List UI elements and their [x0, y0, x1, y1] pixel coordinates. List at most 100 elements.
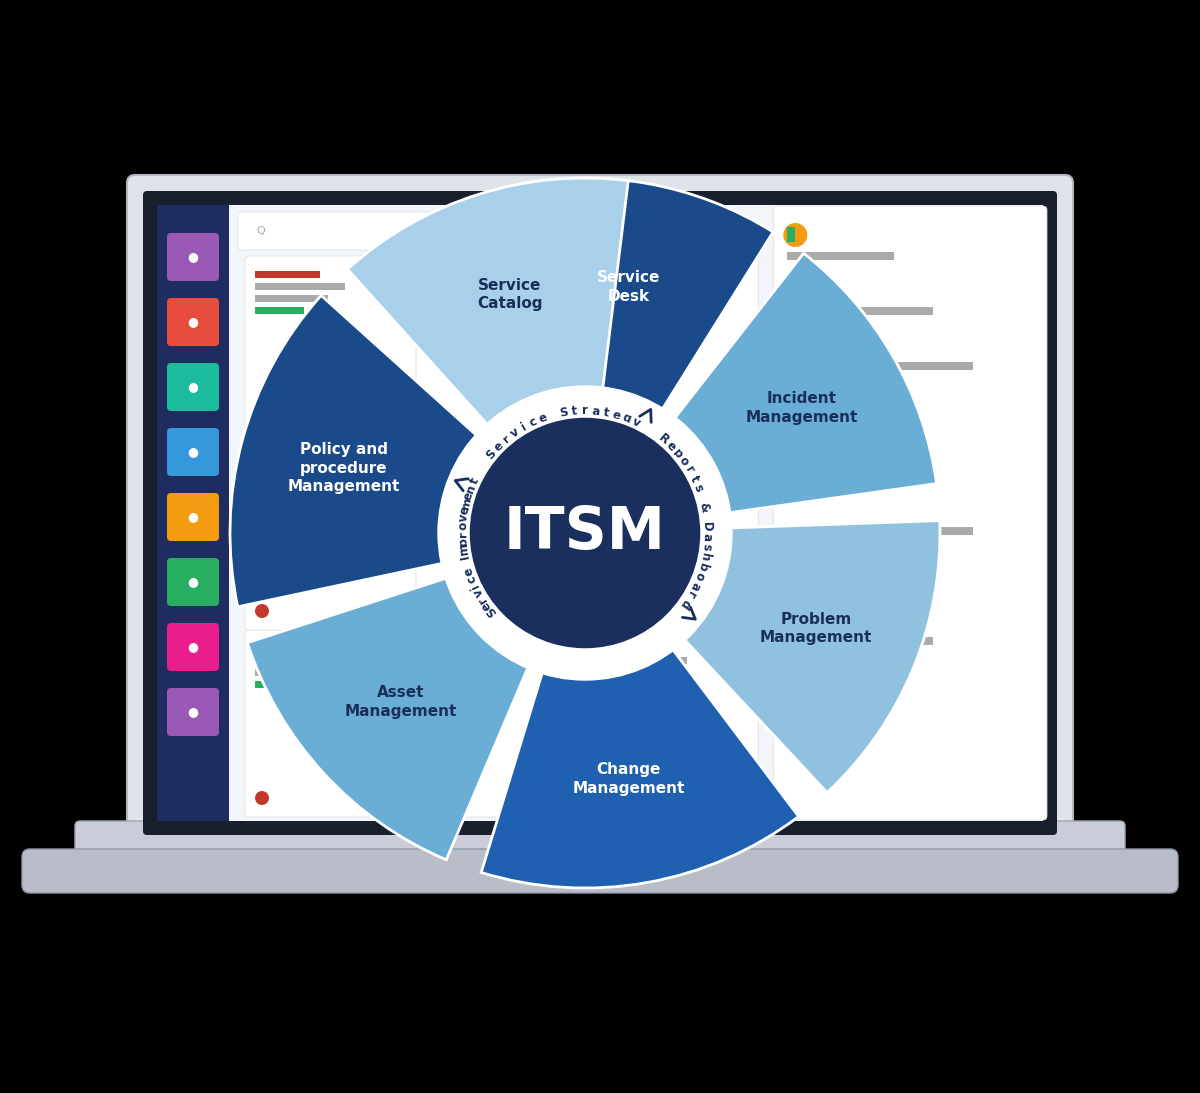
FancyBboxPatch shape: [127, 175, 1073, 851]
FancyBboxPatch shape: [238, 212, 605, 250]
Bar: [256, 458, 320, 465]
FancyBboxPatch shape: [416, 256, 587, 443]
Text: i: i: [520, 421, 529, 434]
FancyBboxPatch shape: [167, 428, 220, 475]
Text: i: i: [468, 581, 481, 590]
Text: ●: ●: [187, 640, 198, 654]
Text: ●: ●: [187, 510, 198, 524]
Text: r: r: [683, 589, 697, 600]
Bar: [598, 657, 686, 665]
Text: ITSM: ITSM: [504, 505, 666, 562]
Bar: [157, 205, 229, 821]
Text: o: o: [691, 571, 707, 583]
Text: t: t: [688, 473, 701, 484]
Bar: [157, 205, 1043, 821]
Bar: [787, 227, 796, 242]
Bar: [426, 657, 516, 665]
Text: I: I: [458, 553, 472, 560]
Circle shape: [598, 418, 611, 431]
Text: ●: ●: [187, 316, 198, 329]
Bar: [787, 418, 894, 425]
Bar: [256, 470, 344, 477]
Circle shape: [598, 604, 611, 618]
Bar: [256, 283, 344, 290]
FancyBboxPatch shape: [167, 363, 220, 411]
Text: r: r: [456, 530, 469, 537]
Wedge shape: [684, 520, 940, 792]
Text: m: m: [458, 495, 474, 510]
FancyBboxPatch shape: [143, 191, 1057, 835]
Bar: [787, 307, 934, 315]
Bar: [256, 657, 344, 665]
Bar: [787, 527, 973, 534]
Bar: [598, 645, 662, 653]
Bar: [426, 283, 516, 290]
Text: b: b: [695, 561, 709, 573]
Text: e: e: [611, 408, 622, 423]
Text: t: t: [467, 477, 481, 486]
Text: r: r: [582, 404, 588, 418]
Bar: [426, 645, 491, 653]
Bar: [426, 494, 475, 501]
FancyBboxPatch shape: [416, 630, 587, 816]
Circle shape: [468, 416, 702, 650]
FancyBboxPatch shape: [245, 630, 416, 816]
Bar: [426, 458, 491, 465]
Text: p: p: [670, 446, 685, 461]
Bar: [426, 470, 516, 477]
FancyBboxPatch shape: [587, 630, 758, 816]
Circle shape: [256, 791, 269, 806]
FancyBboxPatch shape: [74, 821, 1126, 863]
Bar: [598, 283, 686, 290]
FancyBboxPatch shape: [167, 233, 220, 281]
Wedge shape: [481, 649, 799, 888]
Text: v: v: [508, 425, 522, 440]
Text: m: m: [457, 542, 472, 555]
Text: S: S: [484, 604, 499, 619]
Text: Problem
Management: Problem Management: [760, 612, 872, 646]
Text: ●: ●: [187, 250, 198, 263]
Text: D: D: [700, 521, 714, 532]
Text: t: t: [602, 406, 610, 420]
FancyBboxPatch shape: [587, 256, 758, 443]
Circle shape: [426, 791, 440, 806]
Wedge shape: [674, 254, 936, 513]
Circle shape: [426, 604, 440, 618]
Text: ●: ●: [187, 705, 198, 718]
Text: e: e: [491, 439, 506, 455]
Text: o: o: [456, 521, 470, 530]
Text: s: s: [691, 482, 706, 494]
Text: e: e: [538, 411, 550, 426]
Bar: [598, 271, 662, 278]
FancyBboxPatch shape: [416, 443, 587, 630]
Text: a: a: [688, 579, 703, 592]
Bar: [256, 307, 304, 314]
Text: v: v: [470, 586, 486, 599]
Text: c: c: [528, 415, 539, 430]
Text: S: S: [484, 447, 499, 462]
Bar: [598, 307, 646, 314]
Text: e: e: [458, 506, 472, 516]
Bar: [256, 494, 304, 501]
Bar: [787, 362, 973, 371]
Text: t: t: [571, 404, 577, 419]
FancyBboxPatch shape: [167, 687, 220, 736]
Text: d: d: [677, 596, 692, 610]
Wedge shape: [247, 578, 528, 860]
Bar: [540, 822, 660, 832]
Bar: [256, 295, 329, 302]
Text: r: r: [500, 433, 514, 446]
FancyBboxPatch shape: [587, 443, 758, 630]
Circle shape: [256, 604, 269, 618]
Text: R: R: [655, 432, 671, 447]
Text: e: e: [664, 439, 678, 454]
FancyBboxPatch shape: [167, 493, 220, 541]
FancyBboxPatch shape: [245, 443, 416, 630]
Text: Policy and
procedure
Management: Policy and procedure Management: [287, 443, 400, 494]
Bar: [426, 307, 475, 314]
Text: a: a: [701, 533, 714, 541]
Bar: [598, 295, 671, 302]
Bar: [426, 681, 475, 687]
Bar: [426, 482, 499, 489]
Circle shape: [438, 386, 732, 680]
